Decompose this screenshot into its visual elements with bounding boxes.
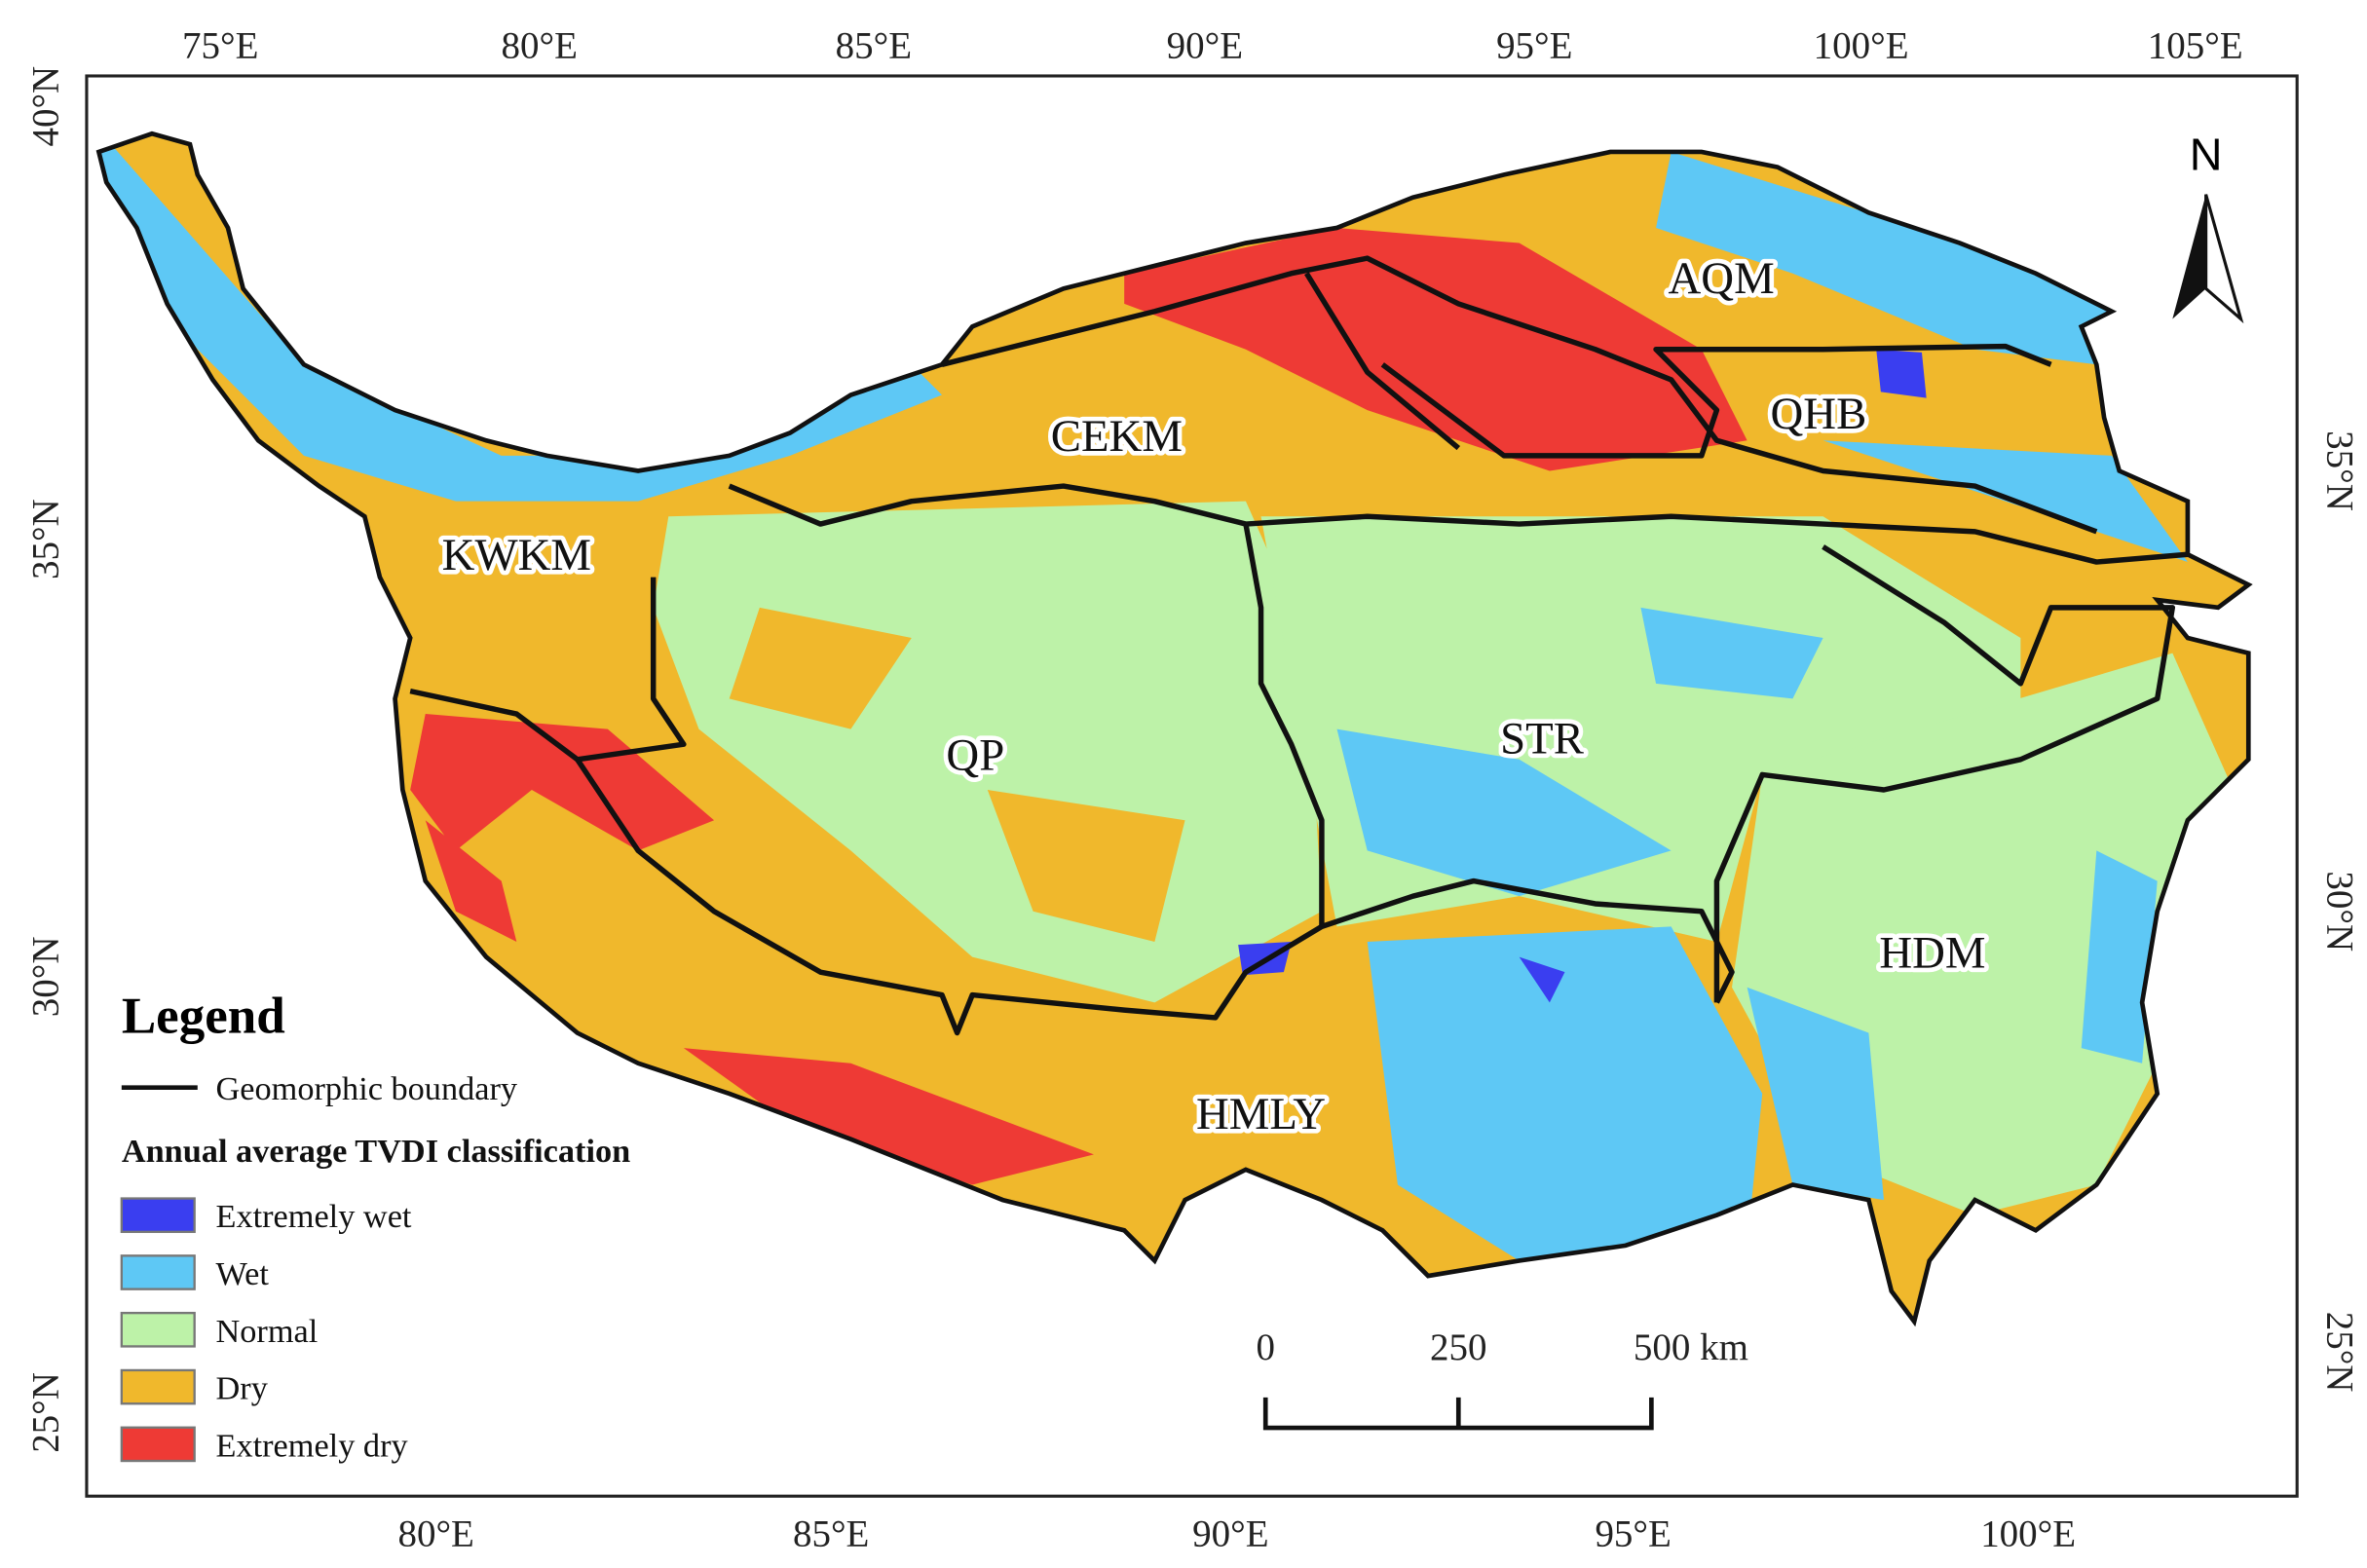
region-label: HMLY [1196,1089,1326,1139]
geomorphic-boundaries [409,255,2189,1036]
region-labels: AQM QHB CEKM KWKM QP STR HDM HMLY [437,248,1990,1143]
lon-label: 90°E [1192,1513,1268,1555]
legend-swatch [120,1311,196,1348]
legend-label: Normal [216,1313,319,1350]
lat-label: 40°N [24,66,66,147]
lon-label: 105°E [2148,24,2243,66]
legend-label: Extremely dry [216,1427,409,1464]
scale-label: 500 km [1634,1326,1748,1368]
lat-label: 35°N [2318,430,2360,511]
lon-label: 80°E [397,1513,473,1555]
lon-label: 80°E [502,24,578,66]
legend-label: Wet [216,1255,270,1292]
legend-swatch [120,1254,196,1290]
north-label: N [2190,130,2223,180]
region-label: STR [1500,714,1585,765]
region-label: QHB [1771,389,1867,439]
region-label: HDM [1879,927,1985,978]
region-label: CEKM [1051,411,1183,462]
lon-label: 95°E [1595,1513,1671,1555]
lat-label: 30°N [2318,871,2360,952]
legend: Legend Geomorphic boundary Annual averag… [120,989,630,1464]
graticule-labels: 75°E 80°E 85°E 90°E 95°E 100°E 105°E 80°E 85°E 90… [24,24,2360,1554]
scale-label: 0 [1256,1326,1275,1368]
lon-label: 85°E [793,1513,869,1555]
region-label: QP [946,730,1004,781]
legend-swatch [120,1426,196,1463]
legend-label: Dry [216,1370,269,1407]
region-label: AQM [1669,253,1775,304]
lon-label: 100°E [1980,1513,2076,1555]
lat-label: 35°N [24,499,66,579]
lon-label: 90°E [1167,24,1243,66]
legend-swatch [120,1368,196,1405]
lat-label: 30°N [24,936,66,1017]
lat-label: 25°N [2318,1312,2360,1393]
legend-title: Legend [122,989,285,1045]
legend-boundary: Geomorphic boundary [216,1070,518,1107]
lon-label: 85°E [836,24,912,66]
region-label: KWKM [442,530,591,580]
lat-label: 25°N [24,1372,66,1453]
legend-swatch [120,1197,196,1234]
legend-label: Extremely wet [216,1198,412,1235]
scale-bar: 0 250 500 km [1256,1326,1748,1431]
legend-subtitle: Annual average TVDI classification [122,1133,630,1170]
lon-label: 75°E [182,24,258,66]
scale-label: 250 [1430,1326,1486,1368]
lon-label: 95°E [1496,24,1572,66]
lon-label: 100°E [1814,24,1909,66]
